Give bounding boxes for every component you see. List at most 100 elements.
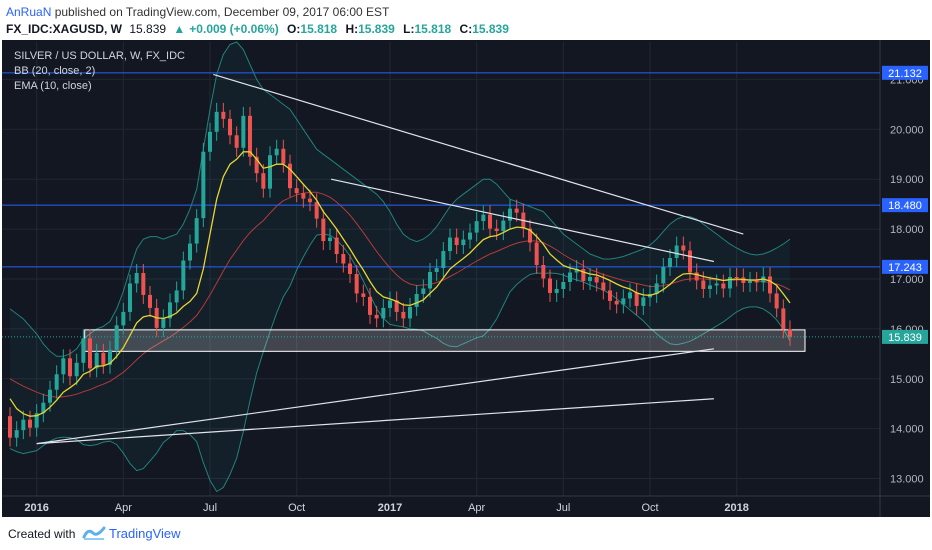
tradingview-brand-link[interactable]: TradingView [109, 526, 181, 541]
candle-body [701, 280, 706, 289]
candle-body [194, 218, 199, 244]
x-tick-label: 2018 [724, 502, 748, 514]
candle-body [81, 338, 86, 363]
candle-body [534, 242, 539, 266]
candle-body [254, 156, 259, 174]
candle-body [14, 430, 19, 438]
x-tick-label: 2017 [378, 502, 402, 514]
candle-body [28, 419, 32, 428]
trend-line [36, 398, 714, 445]
candle-body [428, 271, 432, 289]
candle-body [41, 402, 46, 414]
price-chart[interactable]: 13.00014.00015.00016.00017.00018.00019.0… [2, 40, 930, 517]
open-value: 15.818 [300, 22, 338, 36]
level-price-tag-label: 17.243 [888, 262, 922, 274]
legend-bb[interactable]: BB (20, close, 2) [14, 65, 96, 77]
x-tick-label: Apr [468, 502, 485, 514]
candle-body [774, 293, 779, 309]
candle-body [441, 251, 446, 269]
header-bar: AnRuaN published on TradingView.com, Dec… [0, 0, 932, 40]
candle-body [248, 115, 252, 157]
candle-body [214, 111, 219, 132]
low-label: L: [403, 22, 415, 36]
candle-body [281, 148, 286, 164]
candle-body [714, 283, 719, 286]
candle-body [148, 294, 152, 308]
candle-body [621, 298, 626, 305]
candle-body [508, 208, 512, 221]
candle-body [334, 237, 339, 255]
candle-body [528, 228, 532, 243]
candle-body [294, 188, 299, 194]
created-with-label: Created with [8, 527, 76, 541]
candle-body [54, 374, 59, 390]
x-tick-label: 2016 [24, 502, 48, 514]
candle-body [721, 283, 726, 289]
x-tick-label: Jul [203, 502, 217, 514]
candle-body [694, 272, 699, 281]
candle-body [314, 202, 319, 219]
candle-body [394, 300, 399, 312]
candle-body [494, 228, 499, 232]
candle-body [661, 267, 666, 284]
candle-body [588, 276, 592, 281]
bb-upper-line [9, 41, 791, 357]
candle-body [641, 297, 646, 306]
level-price-tag-box [882, 198, 928, 213]
candle-body [234, 135, 239, 148]
candle-body [341, 254, 346, 264]
candle-body [734, 276, 739, 278]
candle-body [681, 245, 686, 251]
candle-body [754, 280, 759, 283]
candle-body [554, 288, 559, 293]
candle-body [208, 131, 212, 152]
price-change: +0.009 (+0.06%) [189, 22, 279, 36]
ema-line [9, 151, 791, 417]
close-label: C: [459, 22, 473, 36]
candle-body [101, 352, 106, 365]
open-label: O: [287, 22, 301, 36]
candle-body [61, 358, 66, 375]
chart-legend: SILVER / US DOLLAR, W, FX_IDC BB (20, cl… [14, 49, 185, 94]
symbol-label[interactable]: FX_IDC:XAGUSD, W [6, 22, 123, 36]
candle-body [321, 218, 326, 242]
trend-line [36, 348, 714, 445]
last-price: 15.839 [129, 22, 167, 36]
candle-body [781, 308, 786, 330]
trend-line [330, 178, 715, 263]
candle-body [261, 173, 266, 189]
candle-body [488, 214, 492, 229]
symbol-line: FX_IDC:XAGUSD, W 15.839 ▲ +0.009 (+0.06%)… [6, 22, 509, 36]
candle-body [741, 277, 746, 283]
candle-body [74, 362, 79, 377]
up-arrow-icon: ▲ [173, 22, 186, 36]
candle-body [201, 151, 206, 219]
candle-body [421, 288, 426, 294]
candle-body [634, 292, 639, 306]
x-tick-label: Oct [641, 502, 658, 514]
candle-body [308, 198, 312, 203]
bb-basis-line [9, 191, 791, 398]
candle-body [748, 280, 752, 283]
candle-body [348, 263, 352, 274]
candle-body [328, 237, 332, 242]
author-link[interactable]: AnRuaN [6, 5, 52, 19]
candle-body [434, 268, 439, 272]
legend-ema[interactable]: EMA (10, close) [14, 80, 92, 92]
candle-body [728, 276, 732, 289]
support-zone [84, 329, 806, 352]
candle-body [274, 148, 279, 156]
candle-body [128, 283, 132, 312]
candle-body [688, 250, 692, 273]
candle-body [461, 239, 466, 246]
candle-body [174, 290, 179, 303]
legend-title: SILVER / US DOLLAR, W, FX_IDC [14, 50, 185, 62]
candle-body [408, 306, 412, 319]
candle-body [474, 221, 479, 233]
candle-body [548, 278, 552, 293]
candle-body [8, 416, 12, 438]
candle-body [21, 419, 26, 431]
candle-body [121, 311, 126, 326]
publish-line: AnRuaN published on TradingView.com, Dec… [6, 5, 389, 19]
candle-body [608, 290, 612, 301]
